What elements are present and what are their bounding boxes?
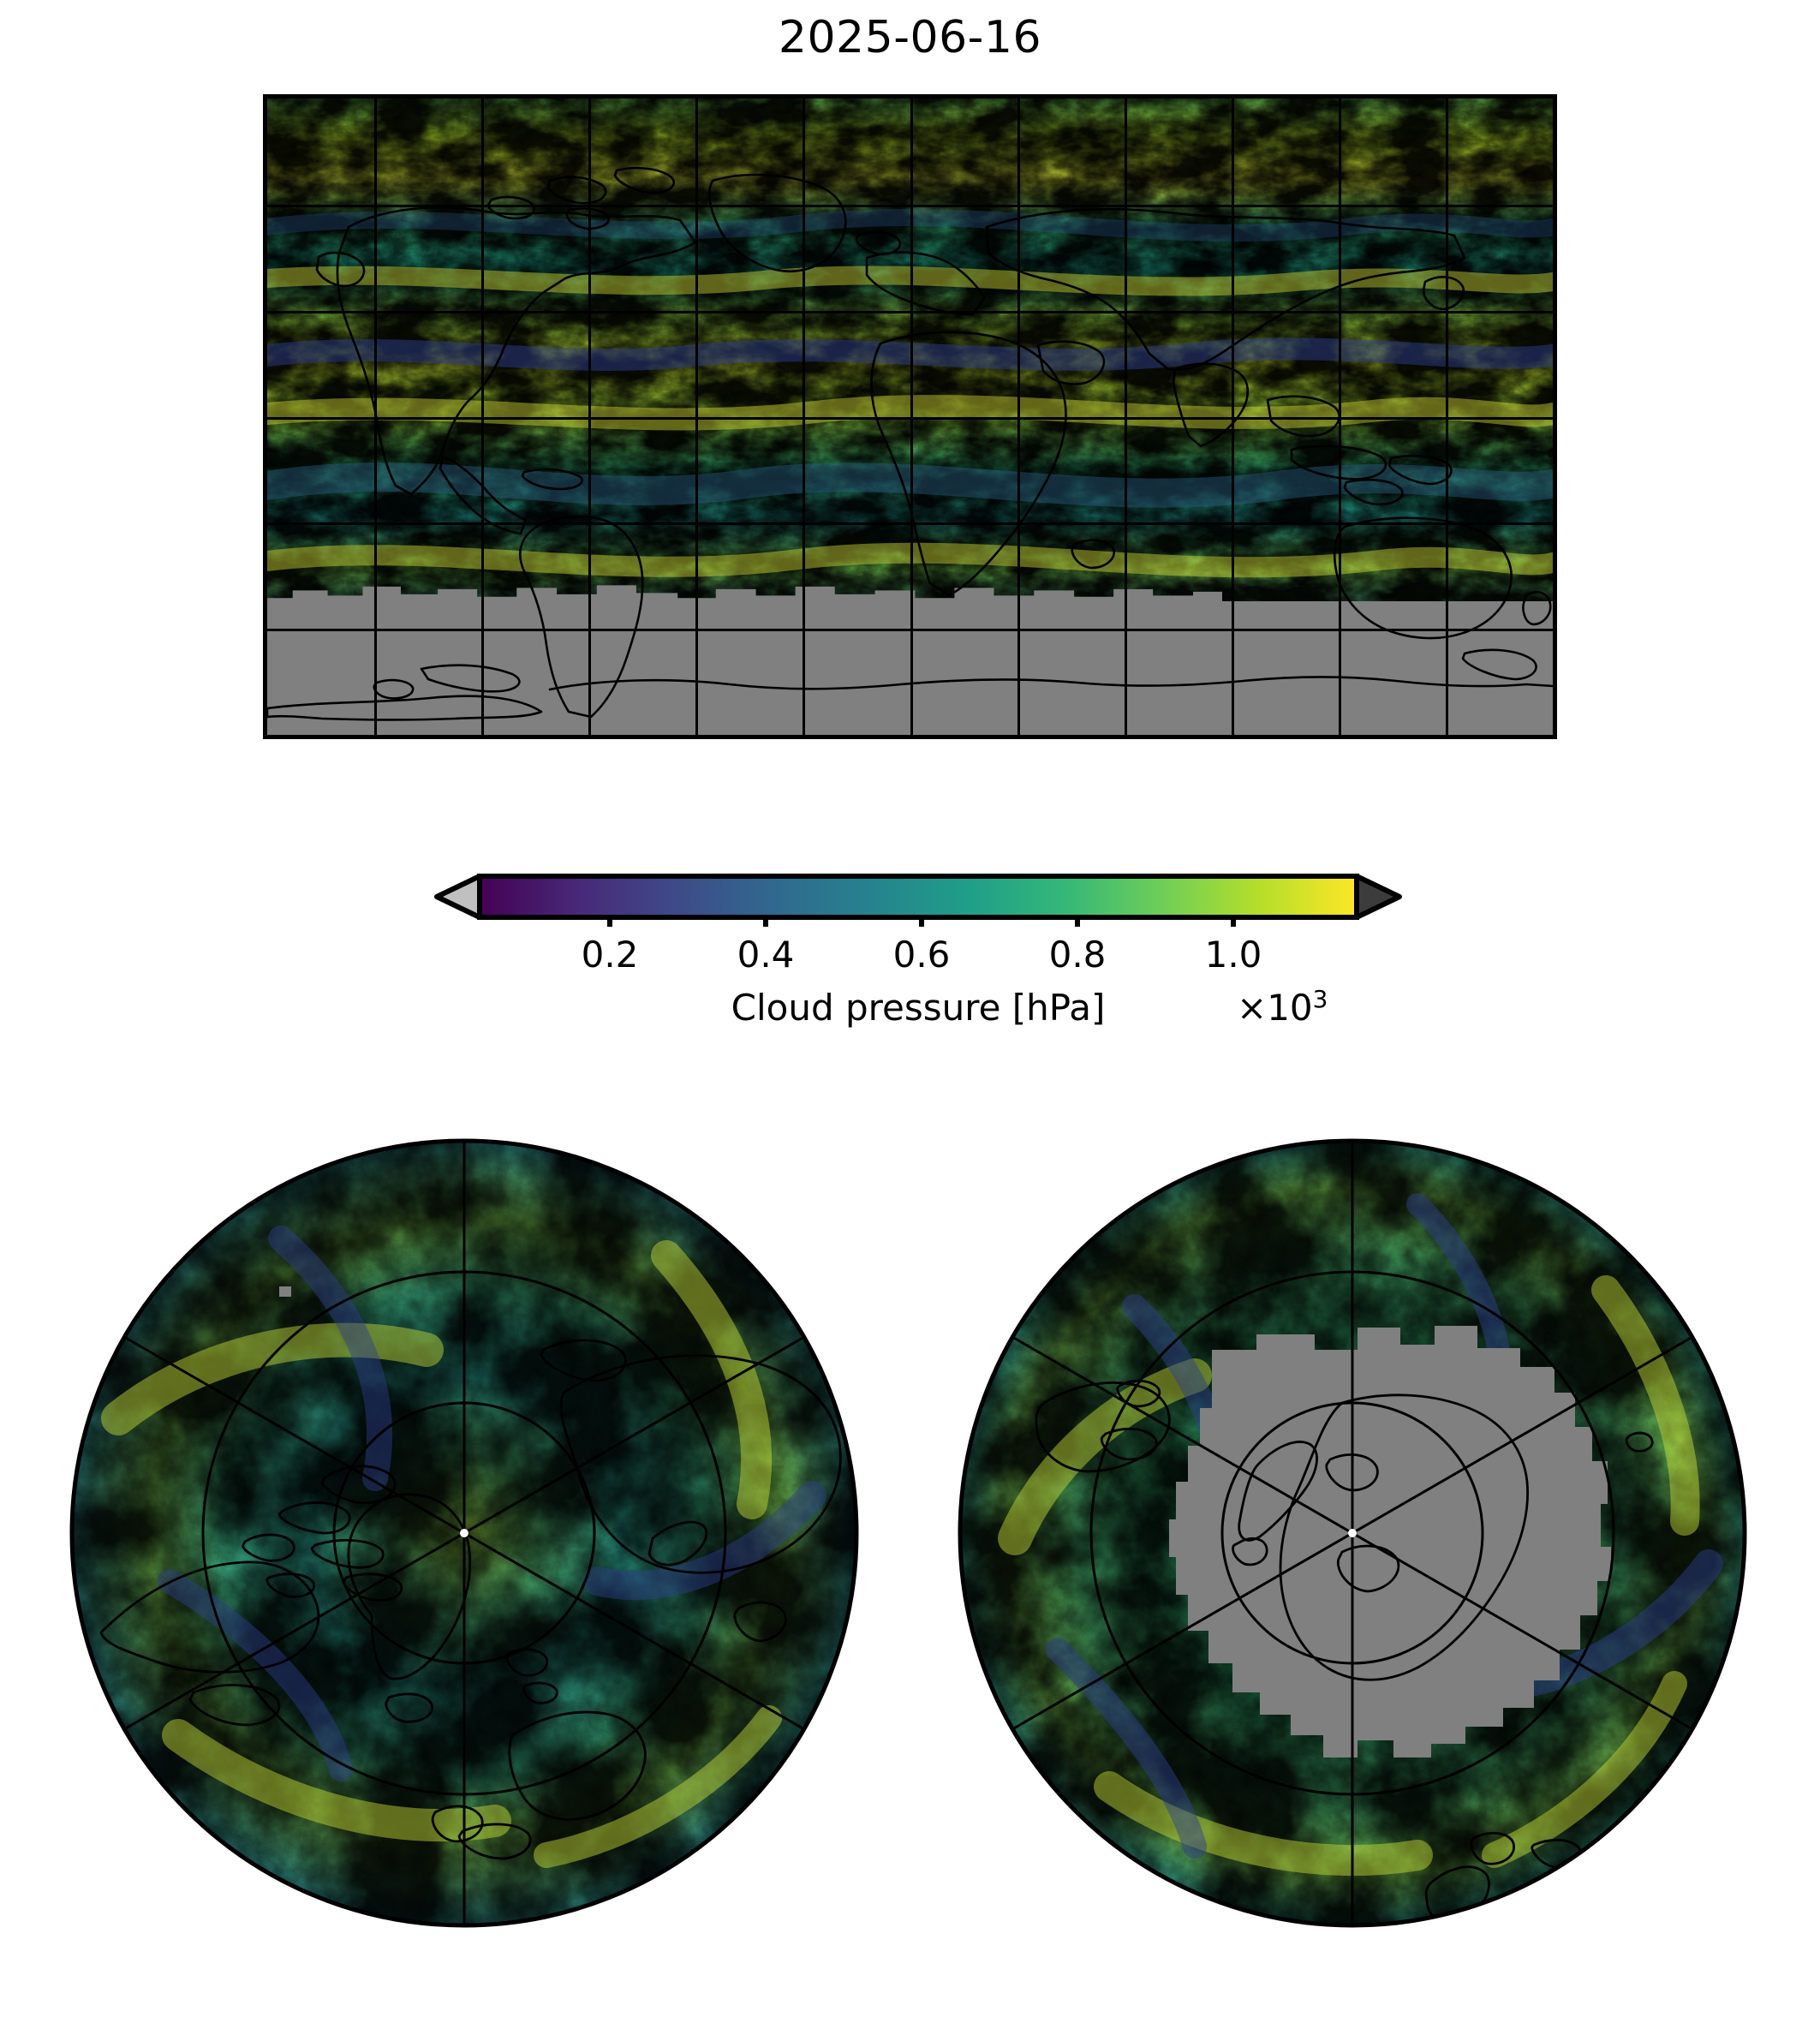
colorbar-offset-text: ×103	[1237, 985, 1328, 1029]
north-polar-panel	[67, 1136, 862, 1931]
colorbar-under-arrow	[434, 874, 482, 920]
colorbar-tick-label: 0.8	[1048, 934, 1107, 976]
global-map-panel	[263, 94, 1557, 739]
south-pole-marker	[1348, 1529, 1357, 1537]
colorbar-over-arrow	[1354, 874, 1402, 920]
figure-title: 2025-06-16	[778, 12, 1042, 63]
graticule-parallel	[267, 629, 1553, 632]
south-polar-map	[958, 1138, 1747, 1928]
colorbar-gradient	[434, 874, 1402, 927]
colorbar-axis-label: Cloud pressure [hPa]	[731, 987, 1106, 1029]
colorbar-tick-label: 1.0	[1204, 934, 1262, 976]
colorbar-tick-label: 0.6	[892, 934, 951, 976]
graticule-parallel	[267, 416, 1553, 420]
global-map-nodata-edge	[267, 585, 1223, 605]
colorbar-tick-label: 0.2	[581, 934, 639, 976]
graticule-parallel	[267, 310, 1553, 313]
graticule-parallel	[267, 522, 1553, 526]
colorbar: 0.2 0.4 0.6 0.8 1.0 Cloud pressure [hPa]…	[421, 867, 1415, 1029]
graticule-parallel	[267, 204, 1553, 207]
global-map-coastlines	[267, 166, 1553, 721]
colorbar-tick-label: 0.4	[737, 934, 795, 976]
south-polar-panel	[955, 1136, 1750, 1931]
north-polar-map	[69, 1138, 859, 1928]
colorbar-offset-exponent: 3	[1312, 985, 1328, 1013]
south-polar-nodata-region	[1169, 1326, 1611, 1757]
north-pole-marker	[460, 1529, 468, 1537]
colorbar-offset-base: ×10	[1237, 987, 1313, 1029]
